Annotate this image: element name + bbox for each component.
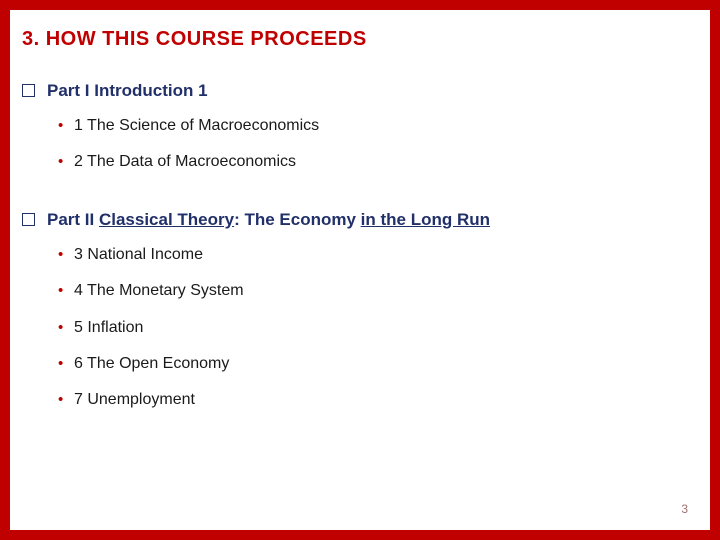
section-title-segment: : The Economy: [234, 210, 361, 229]
list-item: 7 Unemployment: [58, 389, 688, 411]
slide-content: 3. HOW THIS COURSE PROCEEDS Part I Intro…: [10, 10, 710, 530]
section-1-items: 1 The Science of Macroeconomics 2 The Dat…: [58, 115, 688, 174]
list-item: 2 The Data of Macroeconomics: [58, 151, 688, 173]
page-number: 3: [681, 502, 688, 516]
list-item: 4 The Monetary System: [58, 280, 688, 302]
list-item: 6 The Open Economy: [58, 353, 688, 375]
section-header-1: Part I Introduction 1: [20, 81, 688, 101]
open-square-bullet-icon: [22, 84, 35, 97]
list-item: 5 Inflation: [58, 317, 688, 339]
section-title-2: Part II Classical Theory: The Economy in…: [47, 210, 490, 230]
section-title-underlined-segment: in the Long Run: [361, 210, 490, 229]
section-title-segment: Part II: [47, 210, 99, 229]
slide-title: 3. HOW THIS COURSE PROCEEDS: [22, 28, 688, 51]
open-square-bullet-icon: [22, 213, 35, 226]
section-title-1: Part I Introduction 1: [47, 81, 208, 101]
list-item: 1 The Science of Macroeconomics: [58, 115, 688, 137]
section-title-segment: Part I Introduction 1: [47, 81, 208, 100]
list-item: 3 National Income: [58, 244, 688, 266]
section-2-items: 3 National Income 4 The Monetary System 5 …: [58, 244, 688, 412]
section-header-2: Part II Classical Theory: The Economy in…: [20, 210, 688, 230]
section-title-underlined-segment: Classical Theory: [99, 210, 234, 229]
